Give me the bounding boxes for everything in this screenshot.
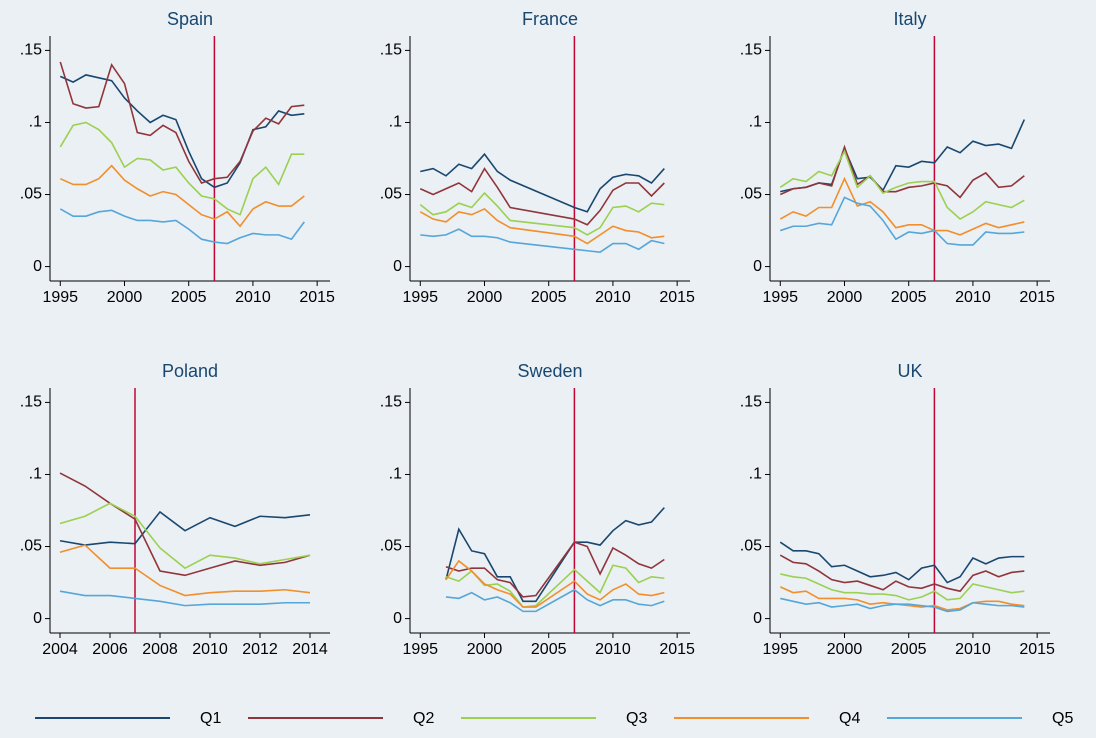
series-line [445,588,665,613]
panel-title: Sweden [517,361,582,381]
x-tick-label: 2005 [171,289,207,306]
panel-title: Spain [167,9,213,29]
series-line [59,510,311,546]
x-tick-label: 2015 [659,641,695,658]
series-line [779,554,1025,593]
y-tick-label: .15 [20,394,42,411]
series-line [59,544,311,597]
series-line [419,207,665,245]
series-line [59,74,305,189]
panel-title: UK [897,361,922,381]
series-line [779,144,1025,199]
y-tick-label: 0 [393,610,402,627]
panel-title: Italy [893,9,926,29]
y-tick-label: .05 [20,186,42,203]
y-tick-label: .05 [740,186,762,203]
series-line [59,502,311,570]
series-line [59,121,305,216]
y-tick-label: .05 [380,538,402,555]
series-line [779,149,1025,221]
legend-label: Q5 [1052,710,1073,727]
y-tick-label: .15 [380,42,402,59]
series-line [419,167,665,226]
series-line [780,573,1025,601]
y-tick-label: .1 [389,114,402,131]
y-tick-label: 0 [753,258,762,275]
y-tick-label: .1 [29,114,42,131]
x-tick-label: 2012 [242,641,278,658]
x-tick-label: 2000 [107,289,143,306]
legend-label: Q2 [413,710,434,727]
series-line [780,119,1026,193]
y-tick-label: 0 [753,610,762,627]
y-tick-label: .1 [749,114,762,131]
x-tick-label: 2010 [235,289,271,306]
series-line [59,164,305,228]
legend-label: Q4 [839,710,860,727]
y-tick-label: .1 [29,466,42,483]
series-line [59,472,311,577]
x-tick-label: 2010 [192,641,228,658]
y-tick-label: .15 [380,394,402,411]
x-tick-label: 2004 [42,641,78,658]
x-tick-label: 2010 [595,289,631,306]
x-tick-label: 2015 [1019,289,1055,306]
series-line [420,152,665,213]
y-tick-label: .05 [740,538,762,555]
x-tick-label: 2000 [827,289,863,306]
y-tick-label: .05 [20,538,42,555]
y-tick-label: .15 [740,42,762,59]
x-tick-label: 2005 [891,641,927,658]
x-tick-label: 2010 [595,641,631,658]
series-line [59,208,305,245]
x-tick-label: 1995 [402,641,438,658]
x-tick-label: 1995 [42,289,78,306]
x-tick-label: 2000 [827,641,863,658]
x-tick-label: 2005 [891,289,927,306]
x-tick-label: 2000 [467,641,503,658]
series-line [419,191,665,236]
y-tick-label: 0 [33,610,42,627]
y-tick-label: .15 [740,394,762,411]
y-tick-label: 0 [33,258,42,275]
series-line [780,597,1025,613]
x-tick-label: 1995 [762,289,798,306]
x-tick-label: 2006 [92,641,128,658]
series-line [445,541,665,598]
series-line [445,559,665,608]
y-tick-label: .1 [389,466,402,483]
series-line [59,61,305,184]
y-tick-label: .05 [380,186,402,203]
legend-label: Q3 [626,710,647,727]
series-line [445,507,665,603]
y-tick-label: .15 [20,42,42,59]
x-tick-label: 2015 [1019,641,1055,658]
panel-title: France [522,9,578,29]
series-line [59,590,310,607]
x-tick-label: 2015 [659,289,695,306]
series-line [779,541,1025,584]
x-tick-label: 2005 [531,289,567,306]
x-tick-label: 2000 [467,289,503,306]
series-line [779,176,1025,236]
panel-title: Poland [162,361,218,381]
legend-label: Q1 [200,710,221,727]
x-tick-label: 1995 [762,641,798,658]
series-line [780,196,1025,246]
x-tick-label: 2010 [955,641,991,658]
x-tick-label: 2008 [142,641,178,658]
x-tick-label: 2014 [292,641,328,658]
y-tick-label: .1 [749,466,762,483]
x-tick-label: 2010 [955,289,991,306]
x-tick-label: 1995 [402,289,438,306]
x-tick-label: 2005 [531,641,567,658]
series-line [420,228,665,254]
x-tick-label: 2015 [299,289,335,306]
y-tick-label: 0 [393,258,402,275]
